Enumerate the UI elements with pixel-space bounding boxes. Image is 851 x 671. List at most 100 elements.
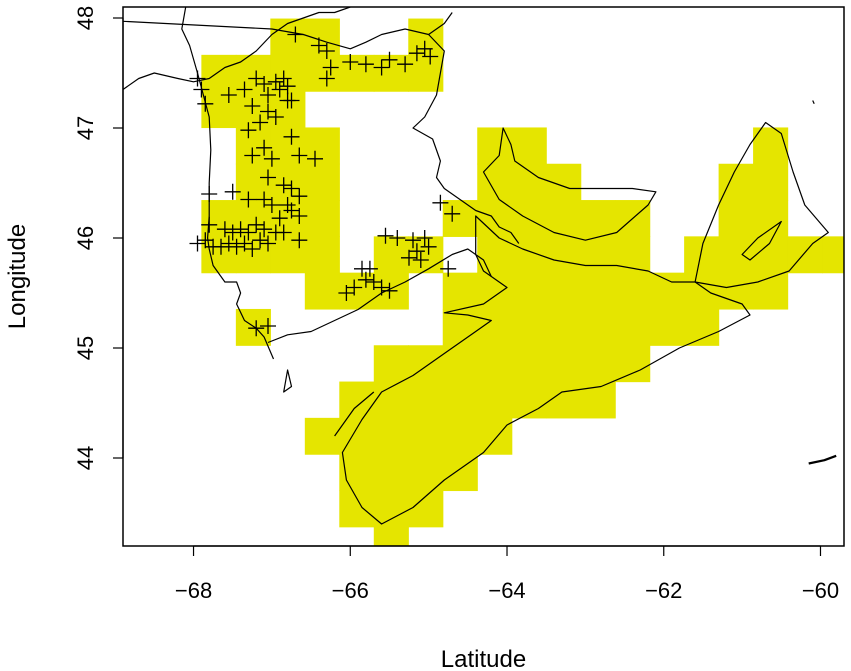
grid-cell: [373, 381, 409, 419]
occurrence-marker: [373, 59, 390, 76]
grid-cell: [511, 381, 547, 419]
occurrence-marker: [420, 238, 437, 255]
grid-cell: [408, 417, 444, 455]
grid-cell: [339, 454, 375, 492]
grid-cell: [304, 163, 340, 201]
occurrence-marker: [228, 238, 245, 255]
occurrence-marker: [216, 221, 233, 238]
grid-cell: [649, 308, 685, 346]
cape-breton-coast-line: [694, 121, 829, 289]
occurrence-marker: [381, 282, 398, 299]
occurrence-marker: [244, 98, 261, 114]
grid-cell: [511, 308, 547, 346]
occurrence-marker: [263, 197, 280, 213]
occurrence-marker: [244, 241, 261, 257]
occurrence-marker: [189, 70, 206, 87]
grid-cell: [442, 308, 478, 346]
grid-cell: [408, 18, 444, 56]
grid-cell: [753, 200, 789, 237]
occurrence-marker: [307, 150, 323, 167]
grid-cell: [477, 127, 513, 165]
grid-cell: [787, 236, 823, 274]
grid-cell: [718, 200, 754, 237]
x-tick-label: −66: [332, 578, 369, 603]
occurrence-marker: [248, 320, 265, 337]
occurrence-marker: [189, 235, 206, 252]
occurrence-marker: [283, 180, 300, 197]
sable-island-line: [808, 454, 837, 465]
grid-cell: [511, 200, 547, 237]
grid-cell: [304, 54, 340, 92]
occurrence-marker: [252, 232, 269, 249]
occurrence-marker: [260, 318, 276, 334]
occurrence-marker: [361, 260, 378, 277]
grid-cell: [580, 381, 616, 419]
grid-cell: [615, 236, 651, 274]
grid-cell: [718, 272, 754, 310]
occurrence-marker: [260, 87, 276, 103]
occurrence-marker: [275, 224, 292, 241]
grid-cell: [304, 417, 340, 455]
occurrence-marker: [287, 26, 304, 43]
occurrence-marker: [240, 191, 257, 208]
occurrence-marker: [381, 51, 398, 68]
occurrence-marker: [197, 95, 214, 112]
occurrence-marker: [240, 224, 257, 241]
occurrence-marker: [271, 210, 288, 227]
grid-cell: [580, 236, 616, 274]
occurrence-marker: [291, 232, 308, 249]
grid-cell: [201, 236, 237, 274]
grid-cell: [304, 200, 340, 237]
occurrence-marker: [248, 216, 265, 233]
occurrence-marker: [252, 114, 269, 131]
occurrence-marker: [401, 249, 417, 266]
grid-cell: [373, 345, 409, 383]
prince-edward-island-coast-line: [482, 127, 657, 241]
occurrence-marker: [244, 147, 261, 164]
grid-cell: [442, 200, 478, 237]
grid-cell: [339, 54, 375, 92]
grid-cell: [442, 417, 478, 455]
grid-cell: [477, 163, 513, 201]
grid-cell: [270, 163, 306, 201]
grid-cell: [408, 381, 444, 419]
occurrence-marker: [256, 76, 273, 92]
grid-cell: [684, 236, 720, 274]
grid-cell: [373, 454, 409, 492]
grid-cell: [270, 236, 306, 274]
y-tick-label: 44: [73, 446, 98, 470]
occurrence-marker: [389, 230, 406, 246]
occurrence-marker: [318, 43, 335, 59]
grid-cell: [546, 272, 582, 310]
grid-cell: [822, 236, 844, 274]
occurrence-marker: [224, 183, 241, 200]
occurrence-marker: [357, 271, 374, 288]
grid-cell: [442, 272, 478, 310]
x-axis: −68 −66 −64 −62 −60: [175, 545, 839, 603]
y-axis-title: Longitude: [4, 224, 31, 329]
occurrence-marker: [432, 194, 449, 211]
occurrence-marker: [408, 243, 425, 260]
occurrence-marker: [193, 81, 210, 98]
occurrence-marker: [440, 260, 457, 277]
grid-cell: [753, 163, 789, 201]
grid-cell: [477, 345, 513, 383]
highlighted-grid-cells: [201, 18, 844, 546]
grid-cell: [235, 200, 271, 237]
grand-manan-island-line: [283, 369, 293, 393]
occurrence-marker: [422, 48, 439, 65]
grid-cell: [684, 272, 720, 310]
grid-cell: [477, 308, 513, 346]
occurrence-marker: [197, 232, 214, 249]
occurrence-marker: [256, 221, 273, 238]
grid-cell: [649, 272, 685, 310]
grid-cell: [201, 54, 237, 92]
grid-cell: [580, 345, 616, 383]
occurrence-marker: [279, 92, 296, 109]
occurrence-marker: [220, 235, 237, 252]
nova-scotia-coast-line: [341, 215, 751, 525]
grid-cell: [235, 54, 271, 92]
grid-cell: [546, 381, 582, 419]
grid-cell: [546, 345, 582, 383]
grid-cell: [235, 236, 271, 274]
